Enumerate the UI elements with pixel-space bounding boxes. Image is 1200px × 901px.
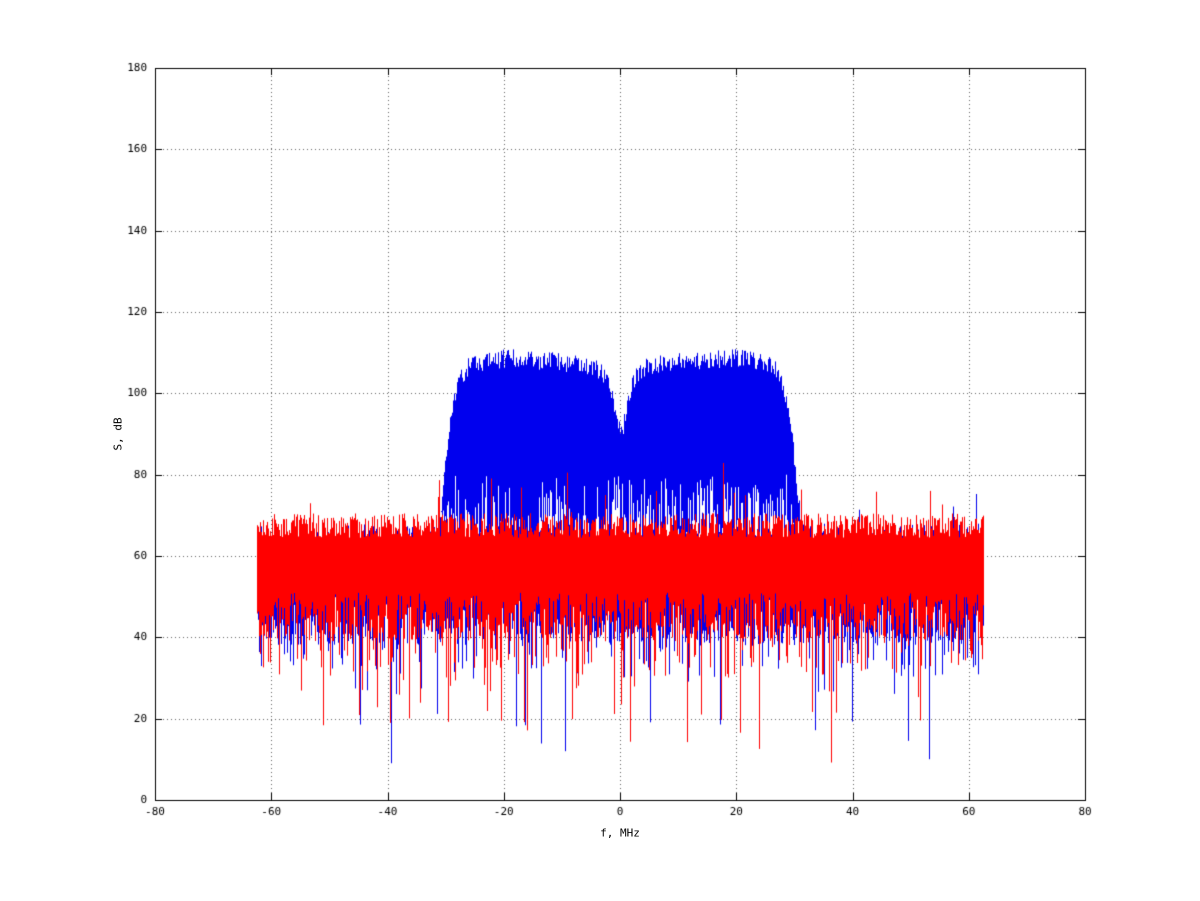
y-axis-label: S, dB [111,417,125,451]
x-axis-label: f, MHz [600,826,640,840]
